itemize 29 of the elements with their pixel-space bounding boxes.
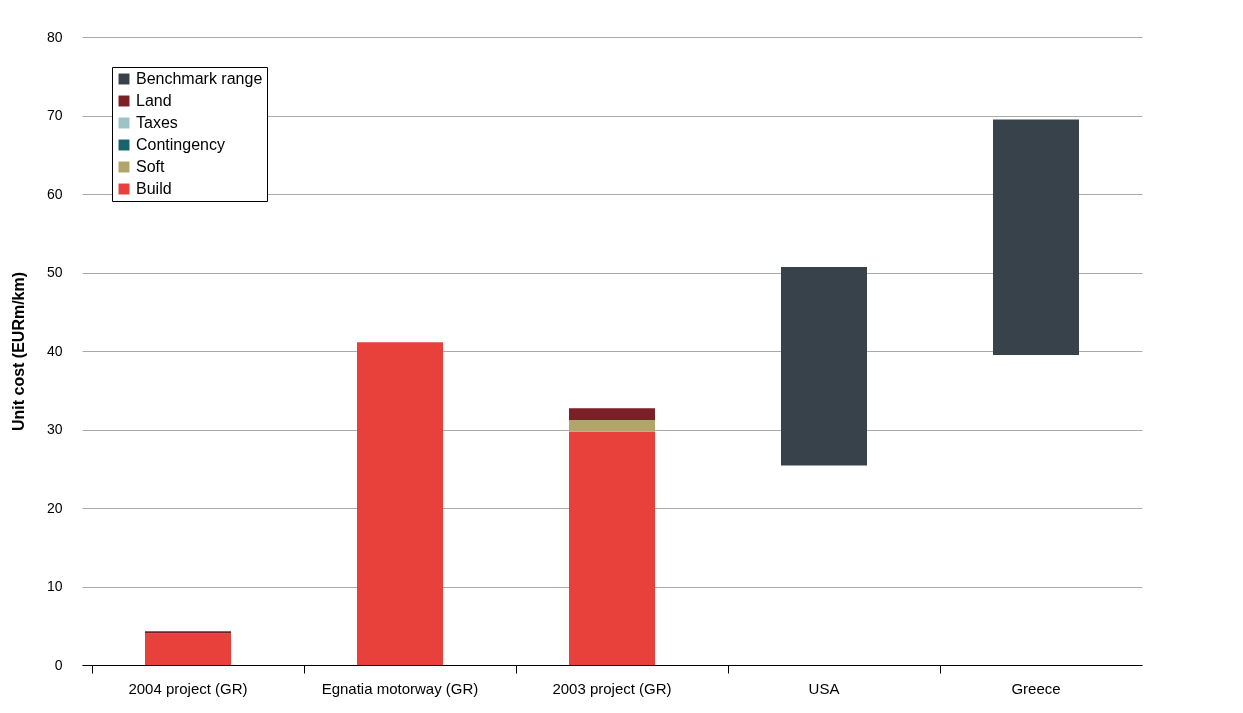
y-tick-label: 40: [46, 342, 63, 359]
x-tick-label: 2004 project (GR): [128, 679, 248, 697]
y-tick-label: 10: [46, 578, 63, 594]
legend-label: Build: [136, 180, 172, 197]
legend-label: Contingency: [136, 136, 225, 153]
legend-label: Benchmark range: [136, 70, 263, 87]
y-tick-label: 30: [46, 421, 63, 437]
x-tick-label: Greece: [1011, 679, 1061, 697]
bar: [569, 420, 655, 432]
y-tick-label: 0: [54, 656, 63, 673]
x-tick-label: 2003 project (GR): [552, 679, 672, 697]
legend-label: Taxes: [136, 114, 178, 131]
bar: [993, 119, 1079, 355]
bar: [781, 267, 867, 466]
x-tick-label: USA: [808, 679, 840, 697]
y-tick-label: 60: [46, 185, 63, 202]
y-tick-label: 80: [46, 28, 63, 45]
legend-label: Land: [136, 92, 172, 109]
y-axis-title: Unit cost (EURm/km): [9, 271, 27, 432]
y-tick-label: 20: [46, 499, 63, 516]
bar: [145, 633, 231, 665]
x-tick-label: Egnatia motorway (GR): [321, 679, 479, 697]
bar: [145, 631, 231, 634]
bar: [357, 342, 443, 665]
y-tick-label: 50: [46, 264, 63, 280]
bar: [569, 431, 655, 665]
y-tick-label: 70: [46, 107, 63, 123]
legend-label: Soft: [136, 158, 166, 175]
bar: [569, 408, 655, 421]
